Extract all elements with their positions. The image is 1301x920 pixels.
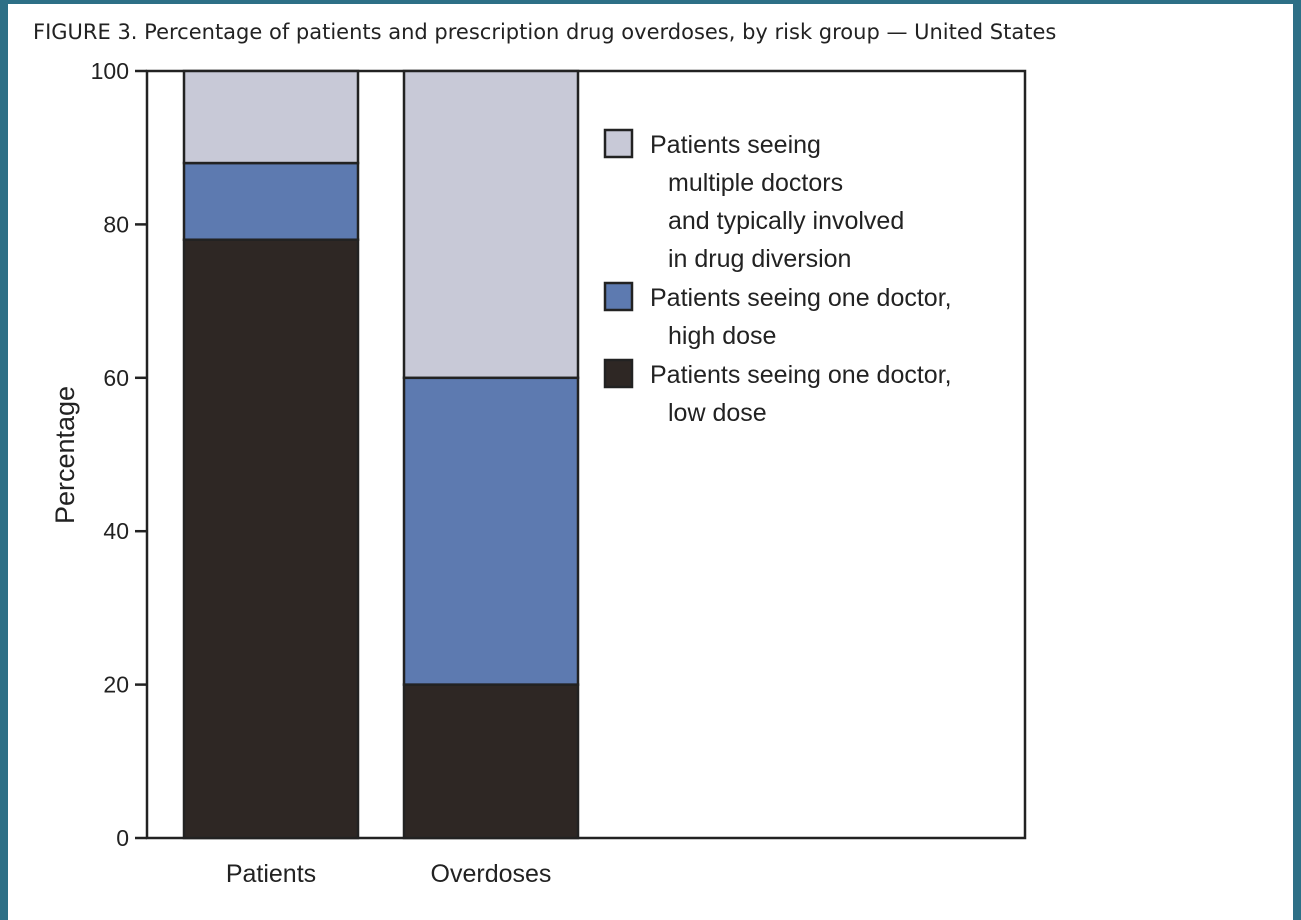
legend: Patients seeing multiple doctors and typic…	[603, 128, 952, 427]
y-tick-label: 40	[103, 518, 129, 544]
legend-label: Patients seeing one doctor,	[650, 361, 952, 389]
y-tick-label: 100	[91, 58, 129, 84]
bar-segment-overdoses-0	[402, 683, 580, 840]
legend-label: Patients seeing	[650, 131, 821, 159]
legend-swatch	[603, 128, 634, 159]
y-axis-label: Percentage	[50, 386, 80, 524]
y-tick-label: 20	[103, 672, 129, 698]
legend-label: multiple doctors	[668, 169, 843, 197]
legend-label: high dose	[668, 322, 776, 350]
figure-title: FIGURE 3. Percentage of patients and pre…	[33, 20, 1057, 44]
bar-segment-patients-1	[182, 161, 360, 241]
legend-label: Patients seeing one doctor,	[650, 284, 952, 312]
legend-label: low dose	[668, 399, 767, 427]
y-tick-label: 80	[103, 211, 129, 237]
bar-segment-overdoses-2	[402, 69, 580, 380]
x-tick-label: Overdoses	[431, 860, 552, 888]
legend-swatch	[603, 358, 634, 389]
axes-group: Patients Overdoses 0 20 40 60 80 100 Percentage	[50, 58, 551, 888]
legend-swatch	[603, 281, 634, 312]
bar-segment-patients-0	[182, 238, 360, 840]
bars-group	[145, 69, 1027, 840]
y-tick-label: 0	[116, 825, 129, 851]
bar-segment-patients-2	[182, 69, 360, 165]
bar-segment-overdoses-1	[402, 376, 580, 686]
x-tick-label: Patients	[226, 860, 316, 888]
y-tick-label: 60	[103, 365, 129, 391]
legend-label: and typically involved	[668, 207, 904, 235]
legend-label: in drug diversion	[668, 245, 851, 273]
